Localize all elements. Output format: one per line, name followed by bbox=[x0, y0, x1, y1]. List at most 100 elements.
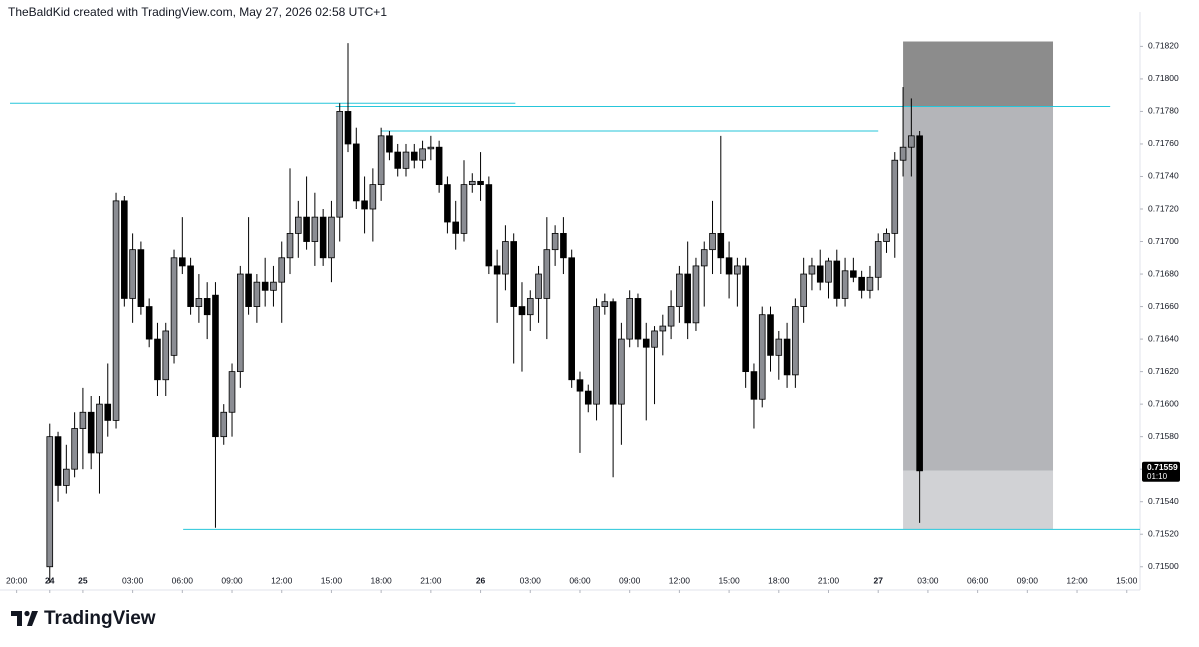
candle-body bbox=[560, 232, 567, 259]
y-tick-label: 0.71680 bbox=[1148, 268, 1179, 278]
candle-body bbox=[800, 273, 807, 307]
candle-body bbox=[179, 257, 186, 267]
y-tick-label: 0.71580 bbox=[1148, 431, 1179, 441]
candle-body bbox=[510, 241, 517, 307]
y-tick-label: 0.71720 bbox=[1148, 203, 1179, 213]
y-tick-label: 0.71500 bbox=[1148, 561, 1179, 571]
candle-body bbox=[477, 180, 484, 186]
candle-body bbox=[783, 338, 791, 376]
candle-body bbox=[112, 200, 120, 421]
candle-body bbox=[568, 257, 575, 381]
candle-body bbox=[294, 216, 302, 234]
candle-body bbox=[468, 180, 476, 186]
candle-body bbox=[593, 306, 600, 405]
candle-body bbox=[71, 428, 78, 470]
candle-body bbox=[328, 216, 335, 259]
candle-body bbox=[659, 325, 667, 332]
candle-body bbox=[419, 148, 426, 161]
x-tick-label: 03:00 bbox=[917, 575, 939, 585]
candle-body bbox=[170, 257, 178, 356]
candle-body bbox=[816, 265, 824, 283]
candle-body bbox=[162, 330, 170, 381]
candle-body bbox=[502, 241, 509, 275]
candle-body bbox=[841, 270, 849, 299]
x-tick-label: 21:00 bbox=[420, 575, 442, 585]
candle-body bbox=[725, 257, 733, 275]
candle-body bbox=[700, 249, 708, 267]
candle-body bbox=[825, 260, 832, 283]
x-tick-label: 09:00 bbox=[619, 575, 641, 585]
x-tick-label: 12:00 bbox=[271, 575, 293, 585]
candle-body bbox=[692, 265, 700, 324]
candle-body bbox=[46, 436, 54, 568]
candle-body bbox=[883, 232, 890, 242]
candle-body bbox=[626, 298, 633, 340]
candle-body bbox=[54, 436, 62, 486]
candle-body bbox=[427, 146, 435, 150]
candle-body bbox=[651, 330, 658, 348]
x-tick-label: 06:00 bbox=[967, 575, 989, 585]
candle-body bbox=[261, 281, 269, 291]
candle-body bbox=[63, 468, 70, 486]
candle-body bbox=[850, 270, 857, 278]
x-tick-label: 12:00 bbox=[1066, 575, 1088, 585]
x-tick-label: 03:00 bbox=[122, 575, 144, 585]
candle-body bbox=[908, 135, 915, 148]
candle-body bbox=[129, 249, 136, 299]
price-tag-label: 0.71559 bbox=[1147, 462, 1178, 472]
candle-body bbox=[195, 298, 203, 307]
x-tick-label: 18:00 bbox=[371, 575, 393, 585]
candle-body bbox=[609, 301, 617, 405]
candle-body bbox=[866, 276, 874, 291]
open-zone bbox=[903, 106, 1054, 471]
candle-body bbox=[452, 221, 460, 234]
candle-body bbox=[352, 143, 360, 202]
candle-body bbox=[311, 216, 319, 242]
candle-body bbox=[104, 403, 112, 421]
brand-logo bbox=[11, 610, 38, 626]
candle-body bbox=[253, 281, 261, 307]
candle-body bbox=[361, 200, 368, 210]
price-tag bbox=[1142, 461, 1180, 482]
candle-body bbox=[96, 403, 103, 454]
candle-body bbox=[551, 232, 559, 251]
candle-body bbox=[145, 306, 153, 340]
x-tick-label: 15:00 bbox=[1116, 575, 1138, 585]
candle-body bbox=[377, 135, 385, 186]
candle-body bbox=[336, 111, 344, 218]
candle-body bbox=[676, 273, 683, 307]
candle-body bbox=[891, 159, 899, 234]
x-tick-label: 26 bbox=[476, 575, 486, 585]
y-tick-label: 0.71800 bbox=[1148, 73, 1179, 83]
x-tick-label: 12:00 bbox=[669, 575, 691, 585]
candle-body bbox=[220, 411, 228, 438]
x-tick-label: 20:00 bbox=[6, 575, 28, 585]
candle-body bbox=[394, 151, 402, 169]
candle-body bbox=[518, 306, 526, 316]
y-tick-label: 0.71820 bbox=[1148, 41, 1179, 51]
y-tick-label: 0.71600 bbox=[1148, 398, 1179, 408]
candle-body bbox=[237, 273, 244, 373]
candle-body bbox=[410, 151, 418, 161]
candle-body bbox=[576, 379, 584, 392]
candle-body bbox=[792, 306, 799, 376]
x-tick-label: 27 bbox=[873, 575, 883, 585]
candle-body bbox=[775, 338, 783, 356]
brand-name: TradingView bbox=[44, 608, 156, 629]
target-zone bbox=[903, 470, 1054, 530]
candle-body bbox=[642, 338, 650, 348]
candle-body bbox=[286, 232, 294, 259]
y-tick-label: 0.71780 bbox=[1148, 106, 1179, 116]
candle-body bbox=[485, 184, 493, 267]
x-tick-label: 03:00 bbox=[520, 575, 542, 585]
candle-body bbox=[543, 249, 551, 299]
candle-body bbox=[858, 276, 865, 291]
candle-body bbox=[535, 273, 542, 299]
candle-body bbox=[278, 257, 286, 283]
candle-body bbox=[634, 298, 642, 340]
candle-body bbox=[767, 314, 774, 356]
candle-body bbox=[684, 273, 691, 324]
candle-body bbox=[916, 135, 923, 472]
candle-body bbox=[493, 265, 501, 275]
